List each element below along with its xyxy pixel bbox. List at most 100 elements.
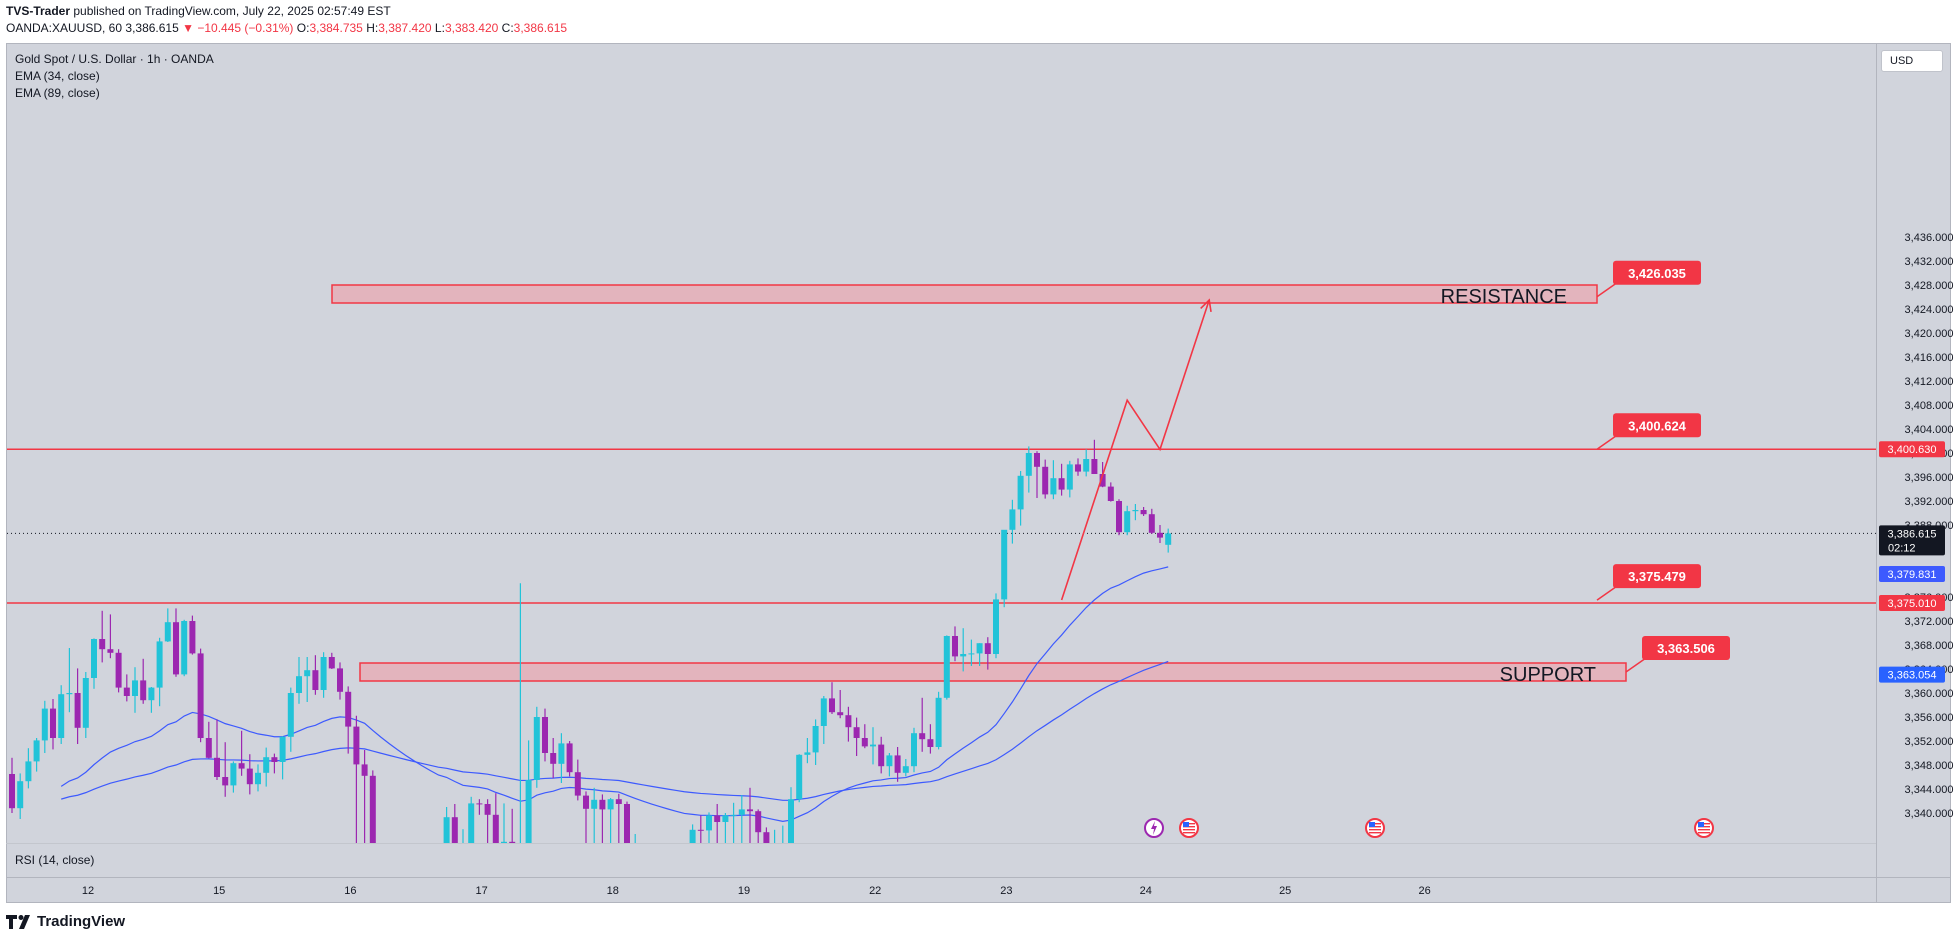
candle[interactable]	[812, 719, 819, 765]
candle[interactable]	[1083, 449, 1090, 477]
candle[interactable]	[238, 730, 245, 776]
candle[interactable]	[665, 843, 671, 850]
candle[interactable]	[1132, 504, 1139, 521]
candle[interactable]	[640, 843, 646, 850]
candle[interactable]	[50, 699, 56, 750]
candle[interactable]	[993, 593, 999, 659]
forecast-path[interactable]	[1060, 299, 1210, 601]
candle[interactable]	[468, 796, 475, 849]
candle[interactable]	[509, 808, 516, 849]
ema34-legend[interactable]: EMA (34, close)	[15, 69, 100, 83]
candle[interactable]	[1148, 508, 1155, 534]
candle[interactable]	[943, 635, 950, 700]
candle[interactable]	[25, 748, 32, 789]
candle[interactable]	[624, 801, 630, 849]
rsi-legend[interactable]: RSI (14, close)	[15, 853, 95, 867]
candle[interactable]	[107, 614, 114, 659]
candle[interactable]	[542, 708, 548, 762]
support-price-badge[interactable]	[1879, 594, 1945, 611]
candle[interactable]	[99, 610, 106, 663]
candle[interactable]	[755, 809, 762, 849]
candle[interactable]	[230, 761, 237, 793]
candle[interactable]	[189, 615, 196, 655]
candle[interactable]	[902, 759, 909, 777]
candle[interactable]	[255, 764, 261, 792]
candle[interactable]	[1001, 529, 1008, 608]
candle[interactable]	[328, 652, 335, 669]
candle[interactable]	[1050, 460, 1057, 500]
us-flag-event-icon[interactable]	[1179, 818, 1199, 838]
candle[interactable]	[369, 770, 376, 849]
candle[interactable]	[599, 794, 606, 849]
candle[interactable]	[722, 813, 729, 849]
candle[interactable]	[181, 619, 188, 677]
candle[interactable]	[927, 724, 934, 754]
candle[interactable]	[558, 733, 565, 783]
ema89-price-badge[interactable]	[1879, 666, 1945, 683]
candle[interactable]	[772, 829, 778, 850]
candle[interactable]	[337, 662, 343, 700]
candle[interactable]	[164, 608, 171, 642]
candle[interactable]	[271, 753, 278, 774]
candle[interactable]	[435, 843, 441, 850]
candle[interactable]	[91, 638, 97, 689]
candle[interactable]	[525, 740, 532, 849]
candle[interactable]	[394, 843, 400, 850]
candle[interactable]	[566, 741, 573, 777]
price-callout[interactable]: 3,363.506	[1625, 635, 1730, 673]
us-flag-event-icon[interactable]	[1694, 818, 1714, 838]
candle[interactable]	[386, 843, 392, 850]
candle[interactable]	[501, 803, 507, 849]
candle[interactable]	[1017, 471, 1024, 526]
candle[interactable]	[1107, 482, 1114, 502]
price-callout[interactable]: 3,426.035	[1596, 260, 1701, 298]
candle[interactable]	[296, 657, 302, 704]
price-plot[interactable]: RESISTANCE SUPPORT	[7, 284, 1876, 850]
candle[interactable]	[886, 753, 893, 777]
candle[interactable]	[681, 843, 687, 850]
candle[interactable]	[984, 637, 991, 670]
candle[interactable]	[976, 643, 983, 666]
candle[interactable]	[574, 759, 581, 801]
candle[interactable]	[591, 787, 598, 849]
ema34-line[interactable]	[60, 566, 1169, 822]
zone-support[interactable]	[359, 662, 1627, 682]
candle[interactable]	[115, 649, 122, 693]
candle[interactable]	[1025, 446, 1032, 493]
candle[interactable]	[952, 626, 958, 662]
candle[interactable]	[550, 738, 557, 779]
candle[interactable]	[689, 824, 696, 849]
candle[interactable]	[312, 655, 319, 695]
candle[interactable]	[451, 804, 458, 849]
candle[interactable]	[829, 682, 835, 714]
ema89-legend[interactable]: EMA (89, close)	[15, 86, 100, 100]
candle[interactable]	[345, 686, 352, 754]
candle[interactable]	[66, 648, 73, 713]
candle[interactable]	[460, 829, 466, 850]
candle[interactable]	[780, 825, 786, 850]
candle[interactable]	[935, 691, 942, 750]
candle[interactable]	[738, 795, 745, 849]
candle[interactable]	[714, 804, 721, 849]
candle[interactable]	[1066, 460, 1073, 498]
candle[interactable]	[378, 843, 384, 850]
candle[interactable]	[492, 793, 499, 849]
candle[interactable]	[657, 843, 663, 850]
candle[interactable]	[763, 827, 770, 849]
candle[interactable]	[968, 639, 975, 666]
candle[interactable]	[411, 843, 417, 850]
candle[interactable]	[1042, 459, 1049, 499]
candle[interactable]	[1058, 463, 1065, 496]
price-callout[interactable]: 3,375.479	[1596, 564, 1701, 601]
candle[interactable]	[960, 628, 967, 672]
candle[interactable]	[1034, 451, 1040, 498]
tradingview-logo[interactable]: TradingView	[6, 913, 125, 930]
candle[interactable]	[58, 685, 65, 744]
candle[interactable]	[214, 719, 220, 780]
candle[interactable]	[197, 648, 204, 743]
candle[interactable]	[517, 583, 523, 850]
candle[interactable]	[861, 724, 868, 749]
publisher-name[interactable]: TVS-Trader	[6, 4, 71, 18]
candle[interactable]	[1075, 458, 1081, 476]
